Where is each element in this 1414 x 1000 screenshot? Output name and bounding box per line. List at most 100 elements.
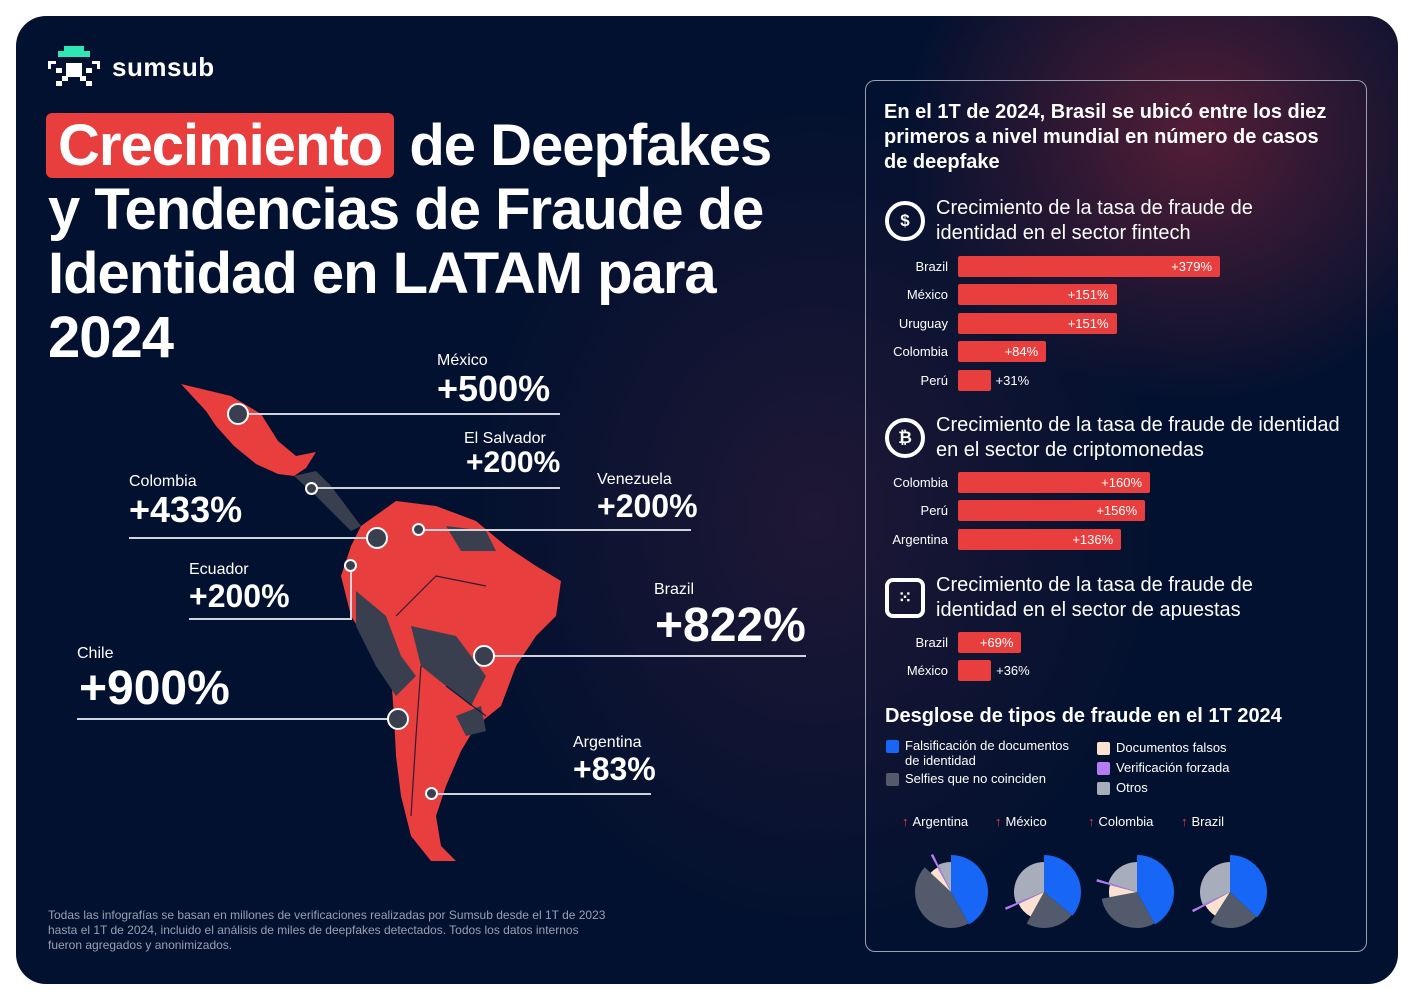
map-label-ecuador: Ecuador (189, 561, 249, 578)
panel-headline: En el 1T de 2024, Brasil se ubicó entre … (884, 101, 1327, 173)
map-value-venezuela: +200% (597, 488, 698, 524)
legend-swatch (1097, 742, 1110, 755)
pie-slice (1018, 892, 1044, 917)
brand-name: sumsub (112, 51, 215, 82)
map-label-colombia: Colombia (129, 473, 197, 490)
title-rest: de Deepfakes y Tendencias de Fraude de I… (48, 113, 772, 370)
fintech-title: Crecimiento de la tasa de fraude de iden… (936, 197, 1253, 244)
map-central-america (294, 471, 361, 531)
pie-chart (1096, 855, 1174, 928)
map-line (129, 537, 377, 539)
legend-label: Selfies que no coinciden (905, 771, 1046, 786)
bar-value-label: +69% (979, 634, 1014, 650)
bar-row: Perú +31% (884, 369, 1220, 391)
map-label-brazil: Brazil (654, 581, 695, 598)
map-dot-venezuela[interactable] (412, 523, 425, 536)
pie-section-title: Desglose de tipos de fraude en el 1T 202… (885, 705, 1282, 727)
map-value-argentina: +83% (573, 751, 656, 787)
bar-value-label: +36% (996, 663, 1030, 678)
map-label-mexico: México (437, 352, 488, 369)
dollar-cycle-icon: $ (885, 201, 925, 241)
sumsub-logo-icon (48, 46, 100, 86)
map-value-colombia: +433% (129, 489, 243, 530)
map-gray-countries (356, 526, 496, 736)
pie-slice (930, 867, 951, 892)
bar-category-label: México (906, 287, 948, 302)
bar-category-label: Perú (920, 372, 948, 388)
pie-slice (1026, 892, 1072, 928)
map-dot-argentina[interactable] (425, 787, 438, 800)
bar-value-label: +151% (1067, 315, 1109, 331)
bar-category-label: Colombia (893, 344, 948, 359)
pie-slice (1108, 862, 1137, 892)
map-dot-mexico[interactable] (227, 403, 249, 425)
crypto-title: Crecimiento de la tasa de fraude de iden… (936, 414, 1340, 461)
pie-country-label: Brazil (1191, 814, 1225, 829)
pie-slice (1004, 892, 1044, 910)
footer-note: Todas las infografías se basan en millon… (48, 908, 606, 952)
pie-slice (930, 853, 951, 892)
map-label-chile: Chile (77, 645, 114, 662)
pie-slice (1191, 892, 1230, 913)
bar: +151% (958, 284, 1117, 305)
pie-title: ↑ Colombia (1088, 814, 1153, 829)
stats-panel (865, 80, 1367, 952)
arrow-up-icon: ↑ (995, 814, 1002, 829)
legend-col-1: Falsificación de documentos de identidad… (886, 738, 1086, 786)
map-dot-ecuador[interactable] (344, 559, 357, 572)
legend-swatch (886, 773, 899, 786)
pie-country-label: Colombia (1098, 814, 1154, 829)
fintech-bar-chart: Brazil +379% México +151% Uruguay +151% Colomb… (884, 255, 1220, 398)
map-dot-chile[interactable] (387, 708, 409, 730)
bar: +84% (958, 341, 1047, 362)
map-dot-brazil[interactable] (473, 645, 495, 667)
legend-item: Selfies que no coinciden (886, 771, 1086, 786)
map-value-ecuador: +200% (189, 578, 290, 614)
pie-slice (1014, 862, 1044, 904)
bar-value-label: +136% (1072, 531, 1114, 547)
bar: +69% (958, 631, 1022, 653)
crypto-bar-chart: Colombia +160% Perú +156% Argentina +136% (884, 471, 1150, 557)
arrow-up-icon: ↑ (902, 814, 909, 829)
map-label-el-salvador: El Salvador (464, 430, 546, 447)
bar: +156% (958, 500, 1146, 521)
sumsub-logo: sumsub (46, 46, 215, 88)
legend-col-2: Documentos falsos Verificación forzada O… (1097, 740, 1229, 795)
bar: +160% (958, 471, 1150, 493)
bar-value-label: +160% (1101, 474, 1142, 490)
page-title: Crecimiento de Deepfakes y Tendencias de… (46, 113, 808, 370)
bar-category-label: México (906, 663, 948, 678)
map-value-chile: +900% (79, 662, 230, 715)
map-value-mexico: +500% (437, 368, 551, 409)
map-value-el-salvador: +200% (466, 446, 561, 479)
legend-swatch (1097, 782, 1110, 795)
pie-slice (915, 867, 969, 928)
pie-slice (1200, 862, 1230, 905)
bar-row: Colombia +84% (884, 341, 1220, 363)
pie-slice (1137, 855, 1174, 925)
bar-row: Colombia +160% (884, 471, 1150, 493)
map-dot-el-salvador[interactable] (305, 482, 318, 495)
dice-icon: ⁙ (885, 578, 925, 618)
pie-chart (1191, 855, 1267, 928)
bar-category-label: Colombia (893, 474, 948, 490)
map-dot-colombia[interactable] (366, 527, 388, 549)
legend-item: Falsificación de documentos de identidad (886, 738, 1086, 768)
bar-value-label: +84% (1004, 344, 1039, 359)
bar-value-label: +156% (1096, 503, 1138, 518)
bar-category-label: Brazil (915, 634, 948, 650)
pie-slice (1210, 892, 1257, 928)
bar (958, 660, 992, 681)
pie-slice (1044, 855, 1081, 916)
pie-slice (1096, 879, 1137, 892)
pie-charts: ↑ Argentina ↑ México ↑ Colombia ↑ Brazil (886, 814, 1366, 934)
legend-swatch (1097, 762, 1110, 775)
map-line (484, 655, 806, 657)
arrow-up-icon: ↑ (1088, 814, 1095, 829)
map-line (189, 618, 351, 620)
legend-label: Documentos falsos (1116, 740, 1227, 755)
pie-slice (1101, 892, 1155, 928)
bar-category-label: Brazil (915, 258, 948, 274)
bar: +136% (958, 528, 1122, 550)
bar-category-label: Argentina (892, 531, 948, 547)
